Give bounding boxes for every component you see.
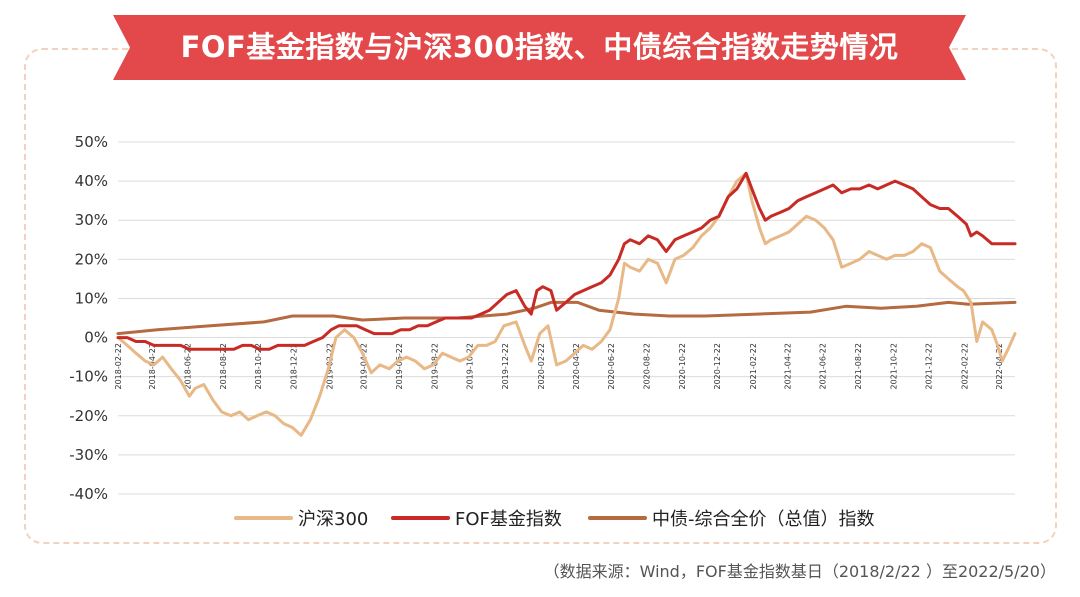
legend-label: 中债-综合全价（总值）指数 bbox=[652, 509, 875, 530]
banner-shape bbox=[113, 15, 966, 80]
x-tick-label: 2018-04-22 bbox=[148, 343, 157, 390]
x-tick-label: 2020-06-22 bbox=[607, 343, 616, 390]
x-tick-label: 2021-06-22 bbox=[819, 343, 828, 390]
series-line bbox=[116, 300, 1017, 336]
x-tick-label: 2019-08-22 bbox=[430, 343, 439, 390]
y-tick-label: 20% bbox=[75, 250, 108, 268]
x-tick-label: 2020-04-22 bbox=[572, 343, 581, 390]
y-tick-label: -40% bbox=[69, 485, 108, 503]
x-tick-label: 2021-10-22 bbox=[889, 343, 898, 390]
x-tick-label: 2020-08-22 bbox=[642, 343, 651, 390]
x-tick-label: 2018-12-22 bbox=[290, 343, 299, 390]
legend-label: FOF基金指数 bbox=[455, 509, 562, 530]
y-tick-label: 30% bbox=[75, 211, 108, 229]
title-banner: FOF基金指数与沪深300指数、中债综合指数走势情况 bbox=[113, 15, 966, 80]
x-tick-label: 2021-08-22 bbox=[854, 343, 863, 390]
x-tick-label: 2020-10-22 bbox=[678, 343, 687, 390]
x-tick-label: 2020-02-22 bbox=[537, 343, 546, 390]
source-note: （数据来源：Wind，FOF基金指数基日（2018/2/22 ）至2022/5/… bbox=[543, 562, 1056, 581]
x-tick-label: 2019-06-22 bbox=[395, 343, 404, 390]
y-tick-label: -30% bbox=[69, 446, 108, 464]
x-tick-label: 2022-02-22 bbox=[961, 343, 970, 390]
x-tick-label: 2018-10-22 bbox=[254, 343, 263, 390]
chart-title: FOF基金指数与沪深300指数、中债综合指数走势情况 bbox=[180, 30, 899, 64]
y-tick-label: 0% bbox=[84, 329, 108, 347]
x-tick-label: 2019-10-22 bbox=[466, 343, 475, 390]
x-tick-label: 2018-02-22 bbox=[114, 343, 123, 390]
series-line bbox=[116, 171, 1017, 437]
x-tick-label: 2019-04-22 bbox=[360, 343, 369, 390]
x-tick-label: 2018-06-22 bbox=[184, 343, 193, 390]
y-tick-label: -20% bbox=[69, 407, 108, 425]
x-tick-label: 2021-02-22 bbox=[749, 343, 758, 390]
y-tick-label: 50% bbox=[75, 133, 108, 151]
legend-label: 沪深300 bbox=[298, 509, 368, 530]
y-tick-label: 10% bbox=[75, 289, 108, 307]
x-tick-label: 2022-04-22 bbox=[995, 343, 1004, 390]
series-line bbox=[116, 171, 1017, 351]
x-tick-label: 2020-12-22 bbox=[713, 343, 722, 390]
x-tick-label: 2018-08-22 bbox=[219, 343, 228, 390]
x-tick-label: 2019-12-22 bbox=[501, 343, 510, 390]
x-tick-label: 2021-04-22 bbox=[783, 343, 792, 390]
y-tick-label: -10% bbox=[69, 368, 108, 386]
x-tick-label: 2021-12-22 bbox=[925, 343, 934, 390]
y-tick-label: 40% bbox=[75, 172, 108, 190]
